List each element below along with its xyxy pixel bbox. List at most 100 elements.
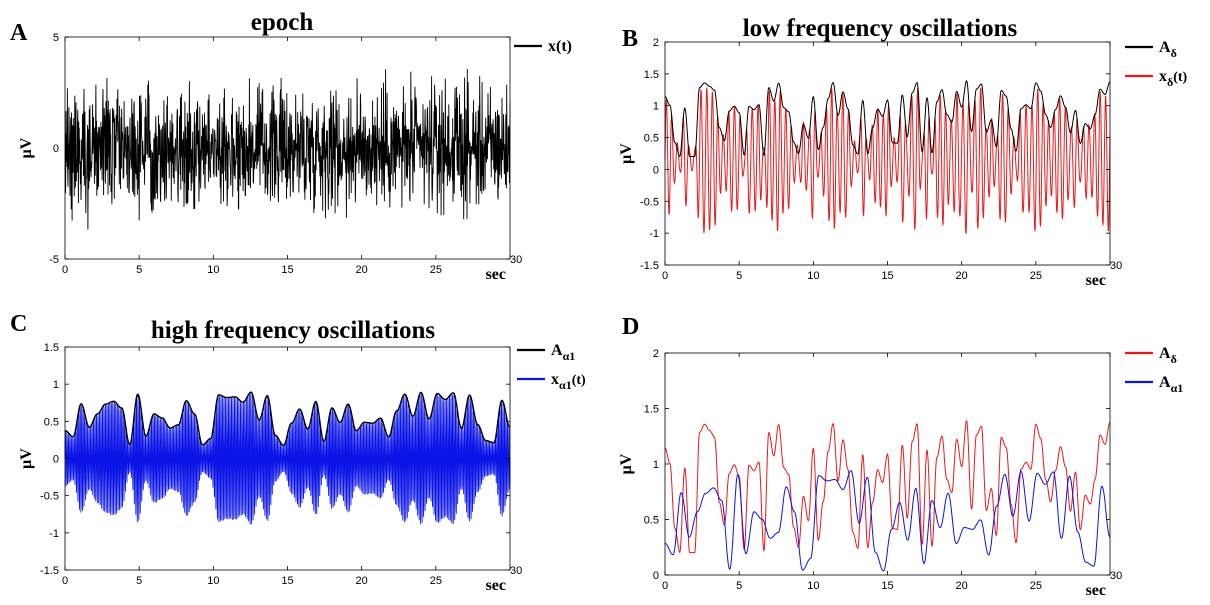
series-line-a-alpha1 — [65, 391, 511, 446]
legend-entry: Aα1 — [1159, 374, 1183, 395]
legend-entry: x(t) — [548, 38, 572, 55]
series-line-x-delta — [664, 87, 1111, 234]
y-tick-label: -1.5 — [640, 260, 659, 272]
y-tick-label: 0 — [653, 164, 659, 176]
x-tick-label: 5 — [136, 575, 142, 587]
x-axis-label: sec — [1086, 582, 1106, 599]
legend-entry-name: A — [1159, 345, 1171, 362]
x-tick-label: 5 — [736, 270, 742, 282]
x-tick-label: 25 — [430, 575, 442, 587]
x-tick-label: 20 — [956, 270, 968, 282]
y-tick-label: 2 — [653, 348, 659, 360]
chart-title: high frequency oscillations — [151, 317, 436, 344]
series-line-x-t — [64, 68, 511, 230]
panel-letter: D — [622, 314, 639, 340]
y-tick-label: 0 — [53, 143, 59, 155]
legend-entry-subscript: α1 — [1171, 381, 1184, 395]
x-tick-label: 10 — [207, 575, 219, 587]
x-tick-label: 10 — [807, 270, 819, 282]
x-tick-label: 20 — [956, 580, 968, 592]
x-tick-label: 15 — [281, 575, 293, 587]
y-tick-label: -0.5 — [40, 491, 59, 503]
y-axis-label: μV — [18, 448, 35, 469]
y-tick-label: 5 — [53, 32, 59, 44]
y-tick-label: 0.5 — [644, 133, 659, 145]
legend-entry: Aδ — [1159, 39, 1177, 60]
x-tick-label: 0 — [62, 264, 68, 276]
legend-entry-suffix: (t) — [1173, 70, 1187, 85]
x-tick-label: 30 — [1110, 260, 1122, 272]
x-tick-label: 15 — [881, 580, 893, 592]
x-tick-label: 15 — [281, 264, 293, 276]
series-line-a-delta — [664, 419, 1111, 554]
series-line-x-alpha1 — [64, 393, 511, 525]
x-tick-label: 0 — [662, 580, 668, 592]
x-tick-label: 20 — [356, 575, 368, 587]
x-tick-label: 30 — [510, 254, 522, 266]
x-tick-label: 10 — [207, 264, 219, 276]
legend-entry-name: A — [1159, 374, 1171, 391]
y-tick-label: -1 — [649, 228, 659, 240]
legend-entry-subscript: δ — [1171, 352, 1177, 366]
panel-letter: A — [10, 20, 28, 46]
legend-entry-name: x — [551, 371, 559, 388]
x-tick-label: 5 — [736, 580, 742, 592]
y-tick-label: -0.5 — [640, 196, 659, 208]
legend-entry-subscript: α1 — [559, 378, 572, 392]
y-tick-label: 1 — [53, 379, 59, 391]
x-tick-label: 0 — [62, 575, 68, 587]
legend-entry-name: A — [551, 342, 563, 359]
y-tick-label: 1.5 — [644, 69, 659, 81]
y-tick-label: -5 — [49, 254, 59, 266]
y-tick-label: 0.5 — [44, 416, 59, 428]
y-tick-label: 2 — [653, 37, 659, 49]
y-tick-label: 1.5 — [44, 342, 59, 354]
series-line-a-delta — [664, 80, 1111, 158]
x-axis-label: sec — [486, 577, 506, 594]
y-tick-label: 0 — [53, 454, 59, 466]
x-tick-label: 25 — [1030, 270, 1042, 282]
series-line-a-alpha1 — [664, 470, 1111, 572]
panel-letter: C — [10, 311, 27, 337]
x-tick-label: 25 — [1030, 580, 1042, 592]
chart-title: epoch — [251, 9, 314, 36]
y-tick-label: -1 — [49, 528, 59, 540]
legend-entry-name: A — [1159, 39, 1171, 56]
x-tick-label: 20 — [356, 264, 368, 276]
y-tick-label: -1.5 — [40, 565, 59, 577]
x-tick-label: 30 — [510, 565, 522, 577]
legend-entry: Aα1 — [551, 342, 575, 363]
y-axis-label: μV — [18, 137, 35, 158]
legend-entry-suffix: (t) — [572, 373, 586, 388]
x-tick-label: 5 — [136, 264, 142, 276]
legend-entry: xα1(t) — [551, 371, 586, 392]
y-tick-label: 1.5 — [644, 404, 659, 416]
y-axis-label: μV — [618, 453, 635, 474]
x-tick-label: 15 — [881, 270, 893, 282]
y-tick-label: 0.5 — [644, 515, 659, 527]
x-axis-label: sec — [1086, 272, 1106, 289]
legend-entry-subscript: δ — [1171, 46, 1177, 60]
legend-entry-name: x — [1159, 68, 1167, 85]
legend-entry: Aδ — [1159, 345, 1177, 366]
x-tick-label: 0 — [662, 270, 668, 282]
legend-entry-subscript: δ — [1167, 75, 1173, 89]
chart-title: low frequency oscillations — [743, 15, 1018, 42]
y-tick-label: 1 — [653, 101, 659, 113]
y-tick-label: 1 — [653, 459, 659, 471]
x-tick-label: 10 — [807, 580, 819, 592]
x-axis-label: sec — [486, 266, 506, 283]
x-tick-label: 25 — [430, 264, 442, 276]
y-axis-label: μV — [618, 143, 635, 164]
y-tick-label: 0 — [653, 570, 659, 582]
legend-entry: xδ(t) — [1159, 68, 1188, 89]
legend-entry-subscript: α1 — [563, 349, 576, 363]
panel-letter: B — [622, 26, 638, 52]
legend-entry-name: x(t) — [548, 38, 572, 55]
x-tick-label: 30 — [1110, 570, 1122, 582]
